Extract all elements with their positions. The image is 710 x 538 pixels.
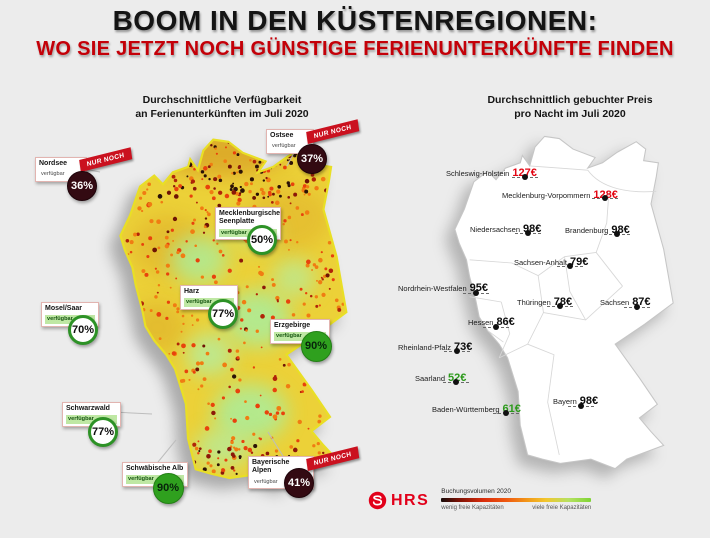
callout-region-label: Schwarzwald xyxy=(66,405,110,412)
state-borders xyxy=(469,165,657,455)
callout-status-label: verfügbar xyxy=(66,415,117,424)
germany-price-map xyxy=(454,135,674,470)
callout-box-nordsee: Nordsee verfügbar xyxy=(35,157,87,182)
state-location-marker xyxy=(444,348,470,354)
state-price-value: 52€ xyxy=(448,372,467,384)
callout-region-label: Ostsee xyxy=(270,132,294,139)
state-price-bayern: Bayern 98€ xyxy=(553,391,598,409)
availability-title-line2: an Ferienunterkünften im Juli 2020 xyxy=(135,107,309,120)
callout-region-label: Harz xyxy=(184,288,200,295)
price-title-line2: pro Nacht im Juli 2020 xyxy=(514,107,626,120)
state-location-marker xyxy=(568,403,594,409)
state-location-marker xyxy=(443,379,469,385)
callout-region-label: Mosel/Saar xyxy=(45,305,82,312)
state-name-label: Nordrhein-Westfalen xyxy=(398,284,467,293)
callout-status-label: verfügbar xyxy=(254,478,278,485)
scale-caption: Buchungsvolumen 2020 xyxy=(441,488,512,495)
callout-region-label: Bayerische Alpen xyxy=(252,459,290,475)
callout-status-label: verfügbar xyxy=(41,171,65,178)
state-name-label: Niedersachsen xyxy=(470,225,521,234)
state-location-marker xyxy=(624,304,650,310)
germany-outline-right xyxy=(454,135,674,470)
hrs-brand: HRS xyxy=(368,491,429,510)
availability-percentage-badge: 77% xyxy=(208,299,238,329)
price-title-line1: Durchschnittlich gebuchter Preis xyxy=(487,94,653,106)
availability-percentage-badge: 70% xyxy=(68,315,98,345)
state-location-marker xyxy=(592,195,618,201)
availability-map-title: Durchschnittliche Verfügbarkeit an Ferie… xyxy=(62,94,382,121)
state-price-value: 127€ xyxy=(512,167,537,179)
callout-region-label: Nordsee xyxy=(39,160,68,167)
state-name-label: Hessen xyxy=(468,318,494,327)
callout-region-label: Mecklenburgische Seenplatte xyxy=(219,210,281,226)
state-name-label: Baden-Württemberg xyxy=(432,405,500,414)
callout-region-label: Erzgebirge xyxy=(274,322,311,329)
state-name-label: Brandenburg xyxy=(565,226,609,235)
scale-label-right: viele freie Kapazitäten xyxy=(532,504,592,511)
callout-status-label: verfügbar xyxy=(45,315,95,324)
capacity-gradient-bar xyxy=(441,498,592,502)
price-map-title: Durchschnittlich gebuchter Preis pro Nac… xyxy=(410,94,710,121)
legend: HRS Buchungsvolumen 2020 wenig freie Kap… xyxy=(368,488,592,511)
state-price-saarland: Saarland 52€ xyxy=(415,368,466,386)
callout-box-mecklenburgische-seenplatte: Mecklenburgische Seenplatte verfügbar xyxy=(215,207,281,240)
callout-region-label: Schwäbische Alb xyxy=(126,465,184,472)
hrs-brand-text: HRS xyxy=(391,491,430,509)
state-location-marker xyxy=(557,263,583,269)
callout-status-label: verfügbar xyxy=(272,143,296,150)
state-name-label: Schleswig-Holstein xyxy=(446,169,510,178)
state-name-label: Bayern xyxy=(553,397,577,406)
headline-line1: BOOM IN DEN KÜSTENREGIONEN: xyxy=(112,5,598,36)
state-location-marker xyxy=(512,174,538,180)
state-name-label: Rheinland-Pfalz xyxy=(398,343,451,352)
availability-percentage-badge: 90% xyxy=(152,472,184,504)
availability-percentage-badge: 50% xyxy=(247,225,277,255)
availability-percentage-badge: 77% xyxy=(88,417,118,447)
availability-percentage-badge: 41% xyxy=(284,468,314,498)
state-price-value: 98€ xyxy=(579,395,599,407)
availability-percentage-badge: 37% xyxy=(297,144,327,174)
state-price-hessen: Hessen 86€ xyxy=(468,312,515,330)
callout-status-label: verfügbar xyxy=(184,298,234,307)
callout-status-label: verfügbar xyxy=(274,332,326,341)
state-location-marker xyxy=(463,290,489,296)
state-price-sachsen-anhalt: Sachsen-Anhalt 79€ xyxy=(514,252,588,270)
state-location-marker xyxy=(604,231,630,237)
state-location-marker xyxy=(483,324,509,330)
state-location-marker xyxy=(493,410,519,416)
infographic-header: BOOM IN DEN KÜSTENREGIONEN: WO SIE JETZT… xyxy=(0,5,710,61)
state-name-label: Sachsen xyxy=(600,298,630,307)
state-location-marker xyxy=(547,303,573,309)
state-location-marker xyxy=(515,230,541,236)
availability-percentage-badge: 36% xyxy=(67,171,97,201)
state-name-label: Saarland xyxy=(415,374,446,383)
hrs-logo-icon xyxy=(368,491,387,510)
state-price-value: 86€ xyxy=(496,316,515,328)
state-name-label: Thüringen xyxy=(517,298,551,307)
capacity-scale: Buchungsvolumen 2020 wenig freie Kapazit… xyxy=(441,488,592,511)
scale-label-left: wenig freie Kapazitäten xyxy=(441,504,504,511)
state-price-value: 79€ xyxy=(569,256,589,268)
state-price-schleswig-holstein: Schleswig-Holstein 127€ xyxy=(446,163,537,181)
germany-availability-heatmap xyxy=(119,138,348,485)
state-name-label: Sachsen-Anhalt xyxy=(514,258,567,267)
availability-title-line1: Durchschnittliche Verfügbarkeit xyxy=(142,94,302,106)
headline-line2: WO SIE JETZT NOCH GÜNSTIGE FERIENUNTERKÜ… xyxy=(36,37,674,60)
availability-percentage-badge: 90% xyxy=(300,330,332,362)
state-name-label: Mecklenburg-Vorpommern xyxy=(502,191,591,200)
